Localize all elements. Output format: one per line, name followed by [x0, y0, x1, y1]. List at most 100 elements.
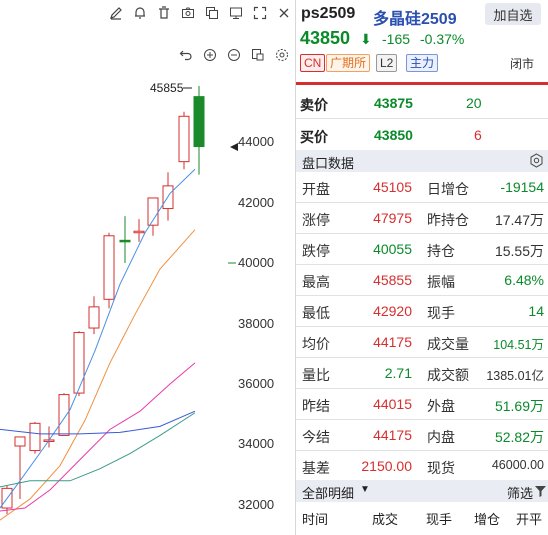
separator	[296, 264, 548, 265]
quote-label: 均价	[302, 336, 330, 352]
quote-label: 今结	[302, 429, 330, 445]
contract-name[interactable]: 多晶硅2509	[373, 11, 457, 28]
edit-icon[interactable]	[107, 4, 125, 22]
quote-label: 振幅	[427, 274, 455, 290]
candle-body	[58, 394, 70, 436]
price-tick: 42000	[238, 195, 275, 210]
quote-section-title: 盘口数据	[302, 156, 355, 171]
quote-row: 量比 2.71 成交额 1385.01亿	[296, 358, 548, 388]
tag-cn: CN	[300, 54, 326, 72]
quote-value: 44175	[373, 427, 412, 443]
separator	[296, 118, 548, 119]
caret-down-icon[interactable]: ▼	[360, 484, 370, 495]
quote-value: 45105	[373, 179, 412, 195]
bid-price: 43850	[374, 127, 413, 143]
quote-value: 2150.00	[361, 458, 412, 474]
bid-row: 买价 43850 6	[296, 120, 548, 150]
quote-value: 51.69万	[494, 398, 544, 414]
price-change-pct: -0.37%	[420, 31, 465, 47]
candlestick-plot	[0, 85, 238, 521]
gear-icon[interactable]	[529, 153, 544, 171]
candle-body	[147, 197, 159, 226]
separator	[296, 326, 548, 327]
kline-chart[interactable]: 44000 42000 40000 38000 36000 34000 3200…	[0, 0, 296, 535]
column-header: 时间	[302, 512, 329, 527]
undo-icon[interactable]	[177, 46, 195, 64]
detail-section-title[interactable]: 全部明细	[302, 486, 355, 501]
add-watchlist-button[interactable]: 加自选	[485, 3, 541, 25]
quote-row: 开盘 45105 日增仓 -19154	[296, 172, 548, 202]
quote-value: 104.51万	[493, 338, 544, 352]
expand-icon[interactable]	[251, 4, 269, 22]
quote-panel: ps2509 多晶硅2509 加自选 43850 ⬇ -165 -0.37% C…	[296, 0, 548, 535]
separator	[296, 233, 548, 234]
zoom-out-icon[interactable]	[225, 46, 243, 64]
contract-code: ps2509	[301, 5, 356, 22]
quote-row: 均价 44175 成交量 104.51万	[296, 327, 548, 357]
quote-value: 14	[528, 303, 544, 319]
trash-icon[interactable]	[155, 4, 173, 22]
quote-label: 开盘	[302, 181, 330, 197]
price-tick: 34000	[238, 436, 275, 451]
candle-body	[133, 230, 145, 234]
separator	[296, 419, 548, 420]
price-bar	[296, 82, 548, 85]
quote-row: 涨停 47975 昨持仓 17.47万	[296, 203, 548, 233]
price-change: -165	[382, 31, 411, 47]
quote-value: -19154	[500, 179, 544, 195]
quote-label: 昨持仓	[427, 212, 469, 228]
candle-body	[73, 332, 85, 394]
settings-icon[interactable]	[273, 46, 291, 64]
quote-row: 昨结 44015 外盘 51.69万	[296, 389, 548, 419]
quote-row: 今结 44175 内盘 52.82万	[296, 420, 548, 450]
bell-icon[interactable]	[131, 4, 149, 22]
bid-label: 买价	[300, 129, 328, 145]
quote-value: 44015	[373, 396, 412, 412]
candle-body	[88, 306, 100, 329]
chart-toolbar	[0, 0, 296, 26]
separator	[296, 388, 548, 389]
ma10-line	[0, 229, 196, 521]
tag-level2: L2	[376, 54, 398, 72]
price-tick: 36000	[238, 376, 275, 391]
quote-label: 日增仓	[427, 181, 469, 197]
close-icon[interactable]	[275, 4, 293, 22]
quote-value: 44175	[373, 334, 412, 350]
filter-button[interactable]: 筛选	[507, 486, 534, 501]
quote-row: 最低 42920 现手 14	[296, 296, 548, 326]
quote-label: 成交额	[427, 367, 469, 383]
ma120-line	[0, 410, 196, 435]
windows-icon[interactable]	[203, 4, 221, 22]
camera-icon[interactable]	[179, 4, 197, 22]
quote-label: 内盘	[427, 429, 455, 445]
quote-label: 现手	[427, 305, 455, 321]
separator	[296, 295, 548, 296]
quote-value: 47975	[373, 210, 412, 226]
candle-body	[178, 115, 190, 163]
candle-body	[14, 436, 26, 447]
quote-value: 1385.01亿	[486, 369, 544, 383]
separator	[296, 202, 548, 203]
quote-label: 成交量	[427, 336, 469, 352]
separator	[296, 357, 548, 358]
ma5-line	[0, 168, 196, 509]
separator	[296, 450, 548, 451]
price-tick: 40000	[238, 255, 275, 270]
quote-value: 40055	[373, 241, 412, 257]
detail-section-header: 全部明细 ▼ 筛选	[296, 480, 548, 502]
filter-icon[interactable]	[535, 485, 546, 500]
column-header: 成交	[372, 512, 399, 527]
copy-icon[interactable]	[249, 46, 267, 64]
quote-row: 最高 45855 振幅 6.48%	[296, 265, 548, 295]
quote-label: 基差	[302, 460, 330, 476]
quote-value: 2.71	[384, 365, 412, 381]
market-status: 闭市	[510, 57, 535, 71]
quote-value: 52.82万	[494, 429, 544, 445]
quote-label: 持仓	[427, 243, 455, 259]
bid-volume: 6	[474, 127, 482, 143]
ask-row: 卖价 43875 20	[296, 88, 548, 118]
column-header: 增仓	[474, 512, 501, 527]
quote-value: 17.47万	[494, 212, 544, 228]
zoom-in-icon[interactable]	[201, 46, 219, 64]
monitor-icon[interactable]	[227, 4, 245, 22]
